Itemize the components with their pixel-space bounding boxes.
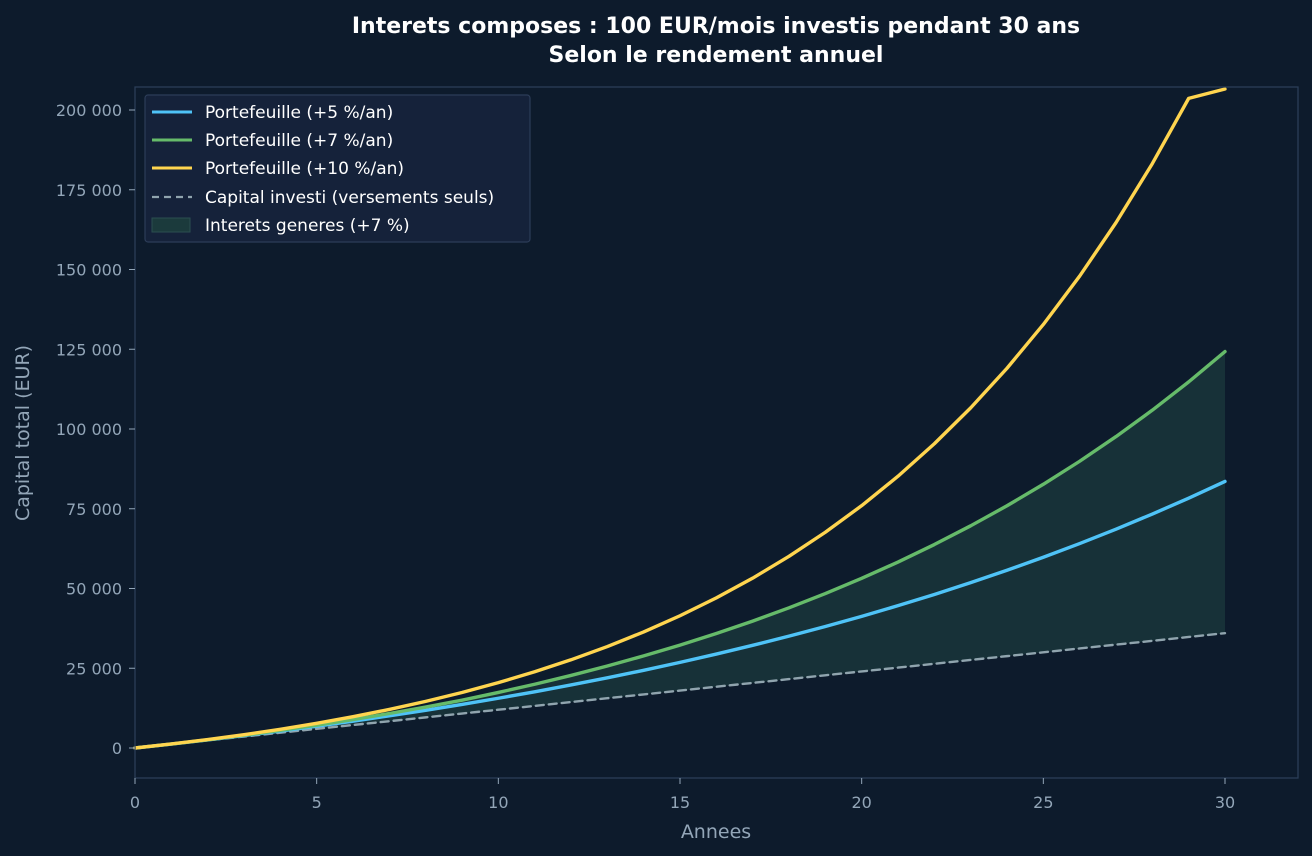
series-line-10pct <box>133 87 1227 750</box>
legend: Portefeuille (+5 %/an) Portefeuille (+7 … <box>144 94 531 243</box>
y-tick-label: 0 <box>112 739 122 758</box>
y-axis: 0 25 000 50 000 75 000 100 000 125 000 150 000… <box>56 101 135 758</box>
y-tick-label: 25 000 <box>66 659 122 678</box>
y-tick-label: 150 000 <box>56 261 122 280</box>
y-tick-label: 100 000 <box>56 420 122 439</box>
fill-layer <box>135 351 1225 748</box>
legend-box <box>144 94 531 243</box>
chart-title: Interets composes : 100 EUR/mois investi… <box>352 14 1080 39</box>
legend-label-7pct: Portefeuille (+7 %/an) <box>205 131 393 151</box>
series-layer <box>133 87 1227 750</box>
interest-fill-area <box>135 351 1225 748</box>
legend-label-10pct: Portefeuille (+10 %/an) <box>205 159 404 179</box>
x-tick-label: 0 <box>130 793 140 812</box>
x-tick-label: 20 <box>851 793 871 812</box>
legend-swatch-interest <box>151 217 191 233</box>
y-tick-label: 125 000 <box>56 340 122 359</box>
x-tick-label: 30 <box>1215 793 1235 812</box>
x-tick-label: 15 <box>670 793 690 812</box>
series-line-7pct <box>133 349 1227 750</box>
legend-label-invested: Capital investi (versements seuls) <box>205 188 494 208</box>
x-tick-label: 10 <box>488 793 508 812</box>
legend-label-5pct: Portefeuille (+5 %/an) <box>205 103 393 123</box>
y-tick-label: 200 000 <box>56 101 122 120</box>
series-line-invested <box>133 631 1227 750</box>
x-axis: 0 5 10 15 20 25 30 <box>130 778 1235 812</box>
x-tick-label: 5 <box>312 793 322 812</box>
x-axis-label: Annees <box>681 821 751 843</box>
y-tick-label: 50 000 <box>66 580 122 599</box>
x-tick-label: 25 <box>1033 793 1053 812</box>
chart-subtitle: Selon le rendement annuel <box>549 43 884 68</box>
y-tick-label: 75 000 <box>66 500 122 519</box>
plot-frame <box>134 86 1299 779</box>
y-axis-label: Capital total (EUR) <box>12 345 34 521</box>
legend-label-interest: Interets generes (+7 %) <box>205 216 410 236</box>
y-tick-label: 175 000 <box>56 181 122 200</box>
